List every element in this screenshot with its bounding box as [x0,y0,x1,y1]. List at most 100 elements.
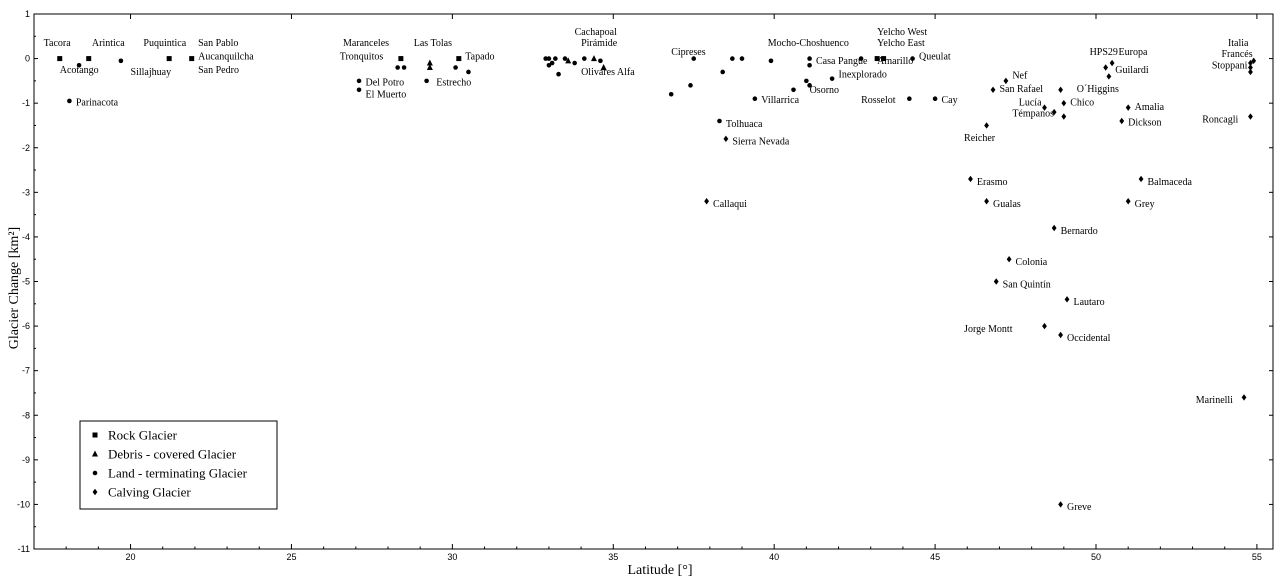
data-point-circle [730,56,735,61]
y-tick-label: -10 [17,499,30,509]
data-point-circle [549,60,555,66]
data-point-circle [932,96,938,102]
glacier-label: El Muerto [365,89,406,100]
glacier-label: Acotango [60,65,99,76]
data-point-square [189,56,195,62]
glacier-label: Olivares Alfa [581,67,635,78]
glacier-label: O´Higgins [1077,84,1119,95]
glacier-label: Italia [1228,38,1249,49]
glacier-label: Bernardo [1061,226,1098,237]
data-point-diamond [1058,501,1063,508]
data-point-diamond [968,175,973,183]
y-tick-label: -7 [22,366,30,376]
data-point-circle [804,78,809,84]
glacier-label: Stoppani [1212,60,1248,71]
data-point-circle [356,87,362,93]
data-point-circle [424,78,429,84]
data-point-diamond [1003,77,1009,85]
data-point-diamond [1248,64,1253,71]
glacier-label: Amarillo [877,56,913,67]
glacier-label: Dickson [1128,117,1161,128]
glacier-label: Greve [1067,502,1092,513]
data-point-circle [466,69,471,75]
data-point-square [57,56,63,62]
x-tick-label: 55 [1252,552,1262,562]
glacier-label: San Pablo [198,38,238,49]
glacier-label: Tapado [465,51,494,62]
data-point-circle [356,78,362,84]
data-point-circle [582,56,587,61]
data-point-triangle [600,64,607,70]
data-point-triangle [590,55,597,62]
data-point-diamond [1061,113,1067,120]
data-point-circle [562,56,568,61]
y-tick-label: -4 [22,232,30,242]
data-point-square [456,56,462,62]
data-point-circle [752,96,758,102]
glacier-label: Sillajhuay [131,67,172,78]
data-point-diamond [1058,86,1063,93]
data-point-diamond [1251,57,1257,65]
glacier-label: Gualas [993,199,1021,210]
y-tick-label: -3 [22,187,30,197]
data-point-triangle [565,57,572,64]
glacier-label: Jorge Montt [964,324,1013,335]
glacier-label: Puquintica [143,38,186,49]
data-point-diamond [1051,224,1057,232]
data-point-circle [453,65,458,70]
glacier-label: Lautaro [1073,297,1104,308]
data-point-circle [688,83,693,88]
data-point-circle [546,56,552,61]
glacier-label: Callaqui [713,199,747,210]
glacier-label: Mocho-Choshuenco [768,38,849,49]
data-point-circle [67,98,72,104]
glacier-label: Las Tolas [414,38,452,49]
glacier-label: Cipreses [671,47,706,58]
glacier-label: Marinelli [1196,395,1233,406]
glacier-label: Guilardi [1115,65,1149,76]
data-point-circle [807,83,812,88]
data-point-circle [572,60,577,66]
data-point-diamond [704,198,709,205]
legend-marker-circle [92,470,98,476]
data-point-diamond [990,86,996,93]
data-point-circle [546,62,552,68]
data-point-circle [401,65,407,70]
data-point-circle [118,58,124,64]
y-tick-label: 1 [25,9,30,19]
glacier-label: Chico [1070,97,1094,108]
glacier-label: Maranceles [343,38,389,49]
data-point-diamond [1138,175,1144,183]
legend-label: Calving Glacier [108,485,191,500]
legend-label: Debris - covered Glacier [108,447,237,462]
data-point-diamond [1119,117,1125,125]
glacier-label: San Quintín [1003,279,1051,290]
data-point-diamond [1248,59,1253,67]
data-point-diamond [1061,99,1067,107]
glacier-label: Cay [942,95,958,106]
glacier-label: Nef [1012,71,1028,82]
data-point-circle [717,118,722,124]
glacier-label: Yelcho West [877,27,927,38]
data-point-square [166,56,172,62]
data-point-square [398,56,404,62]
glacier-label: HPS29 [1090,47,1118,58]
glacier-label: Erasmo [977,177,1008,188]
y-axis-title: Glacier Change [km²] [7,227,22,349]
data-point-circle [553,56,558,61]
data-point-circle [598,58,603,64]
glacier-label: Casa Pangue [816,56,868,67]
data-point-circle [768,58,774,64]
y-tick-label: -2 [22,143,30,153]
glacier-label: Parinacota [76,97,119,108]
x-tick-label: 50 [1091,552,1101,562]
x-tick-label: 40 [769,552,779,562]
glacier-label: Queulat [919,51,951,62]
data-point-diamond [1051,108,1057,116]
data-point-circle [395,65,400,70]
y-tick-label: -8 [22,410,30,420]
data-point-circle [543,56,548,61]
data-point-diamond [993,278,999,285]
y-tick-label: -6 [22,321,30,331]
